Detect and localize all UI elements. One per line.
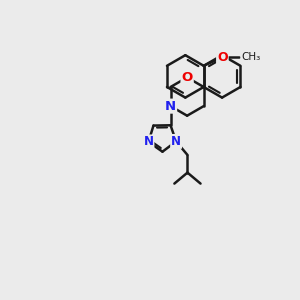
Text: O: O [217,51,228,64]
Text: CH₃: CH₃ [241,52,260,62]
Text: N: N [165,100,176,112]
Text: O: O [182,71,193,84]
Text: N: N [171,135,181,148]
Text: N: N [143,135,154,148]
